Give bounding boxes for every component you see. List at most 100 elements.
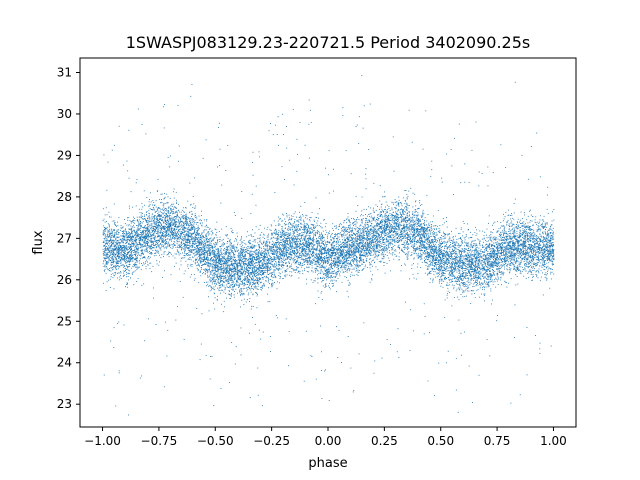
data-point bbox=[501, 284, 502, 286]
data-point bbox=[536, 274, 538, 276]
data-point bbox=[282, 253, 284, 254]
data-point bbox=[470, 273, 472, 275]
data-point bbox=[421, 230, 422, 232]
data-point bbox=[306, 224, 308, 226]
data-point bbox=[341, 266, 343, 268]
data-point bbox=[367, 233, 369, 234]
data-point bbox=[109, 252, 111, 254]
data-point bbox=[494, 279, 495, 281]
data-point bbox=[377, 239, 379, 241]
data-point bbox=[210, 280, 212, 282]
data-point bbox=[251, 265, 253, 267]
data-point bbox=[246, 251, 247, 253]
data-point bbox=[228, 283, 229, 285]
data-point bbox=[181, 246, 183, 248]
data-point bbox=[164, 232, 166, 234]
data-point bbox=[529, 244, 531, 246]
data-point bbox=[366, 254, 368, 256]
data-point bbox=[271, 247, 272, 249]
data-point bbox=[174, 238, 176, 239]
data-point bbox=[150, 228, 152, 230]
data-point bbox=[266, 249, 268, 251]
data-point bbox=[462, 220, 464, 222]
data-point bbox=[530, 250, 532, 252]
data-point bbox=[228, 255, 229, 257]
data-point bbox=[241, 268, 243, 270]
data-point bbox=[289, 233, 291, 235]
data-point bbox=[174, 243, 176, 245]
data-point bbox=[174, 237, 176, 238]
data-point bbox=[509, 232, 511, 234]
data-point bbox=[522, 254, 524, 256]
data-point bbox=[418, 219, 419, 221]
data-point bbox=[475, 251, 477, 253]
data-point bbox=[117, 229, 119, 231]
data-point bbox=[120, 271, 121, 272]
data-point bbox=[160, 216, 162, 218]
data-point bbox=[395, 211, 396, 213]
data-point bbox=[196, 234, 198, 235]
data-point bbox=[476, 243, 478, 245]
data-point bbox=[331, 276, 333, 278]
data-point bbox=[248, 250, 250, 251]
data-point bbox=[358, 239, 360, 241]
data-point bbox=[162, 234, 164, 236]
data-point bbox=[271, 225, 273, 227]
data-point bbox=[120, 275, 121, 277]
data-point bbox=[344, 227, 346, 229]
data-point bbox=[247, 282, 249, 283]
data-point bbox=[474, 251, 476, 252]
data-point bbox=[511, 229, 513, 230]
data-point bbox=[442, 286, 444, 288]
data-point bbox=[466, 245, 467, 246]
data-point bbox=[431, 235, 433, 237]
data-point bbox=[551, 224, 553, 225]
data-point bbox=[116, 230, 118, 232]
data-point bbox=[494, 239, 496, 241]
data-point bbox=[296, 250, 298, 252]
data-point bbox=[276, 251, 278, 252]
data-point bbox=[418, 225, 419, 226]
data-point bbox=[405, 200, 406, 202]
data-point bbox=[352, 242, 354, 244]
data-point bbox=[465, 288, 467, 290]
data-point bbox=[310, 260, 312, 262]
data-point bbox=[456, 257, 458, 259]
data-point bbox=[103, 269, 105, 271]
data-point bbox=[464, 248, 465, 249]
data-point bbox=[172, 230, 173, 232]
data-point bbox=[528, 266, 530, 267]
data-point bbox=[468, 237, 470, 239]
data-point bbox=[497, 250, 498, 252]
data-point bbox=[471, 242, 473, 244]
data-point bbox=[262, 256, 264, 257]
data-point bbox=[267, 269, 269, 271]
data-point bbox=[546, 242, 548, 244]
data-point bbox=[317, 242, 319, 244]
data-point bbox=[130, 251, 132, 252]
data-point bbox=[125, 231, 127, 233]
data-point bbox=[219, 266, 221, 267]
data-point bbox=[531, 255, 533, 257]
data-point bbox=[198, 256, 200, 257]
data-point bbox=[451, 305, 453, 307]
data-point bbox=[124, 246, 126, 248]
data-point bbox=[396, 217, 397, 219]
data-point bbox=[248, 274, 250, 276]
data-point bbox=[516, 230, 518, 232]
data-point bbox=[387, 211, 388, 213]
data-point bbox=[131, 247, 132, 249]
data-point bbox=[203, 235, 205, 237]
data-point bbox=[525, 241, 527, 243]
data-point bbox=[509, 248, 511, 249]
data-point bbox=[344, 259, 345, 260]
data-point bbox=[310, 122, 312, 123]
data-point bbox=[490, 257, 492, 259]
data-point bbox=[435, 247, 437, 249]
data-point bbox=[331, 249, 333, 251]
data-point bbox=[293, 232, 295, 234]
data-point bbox=[214, 272, 215, 274]
data-point bbox=[249, 397, 251, 398]
data-point bbox=[131, 248, 133, 250]
data-point bbox=[544, 256, 545, 258]
